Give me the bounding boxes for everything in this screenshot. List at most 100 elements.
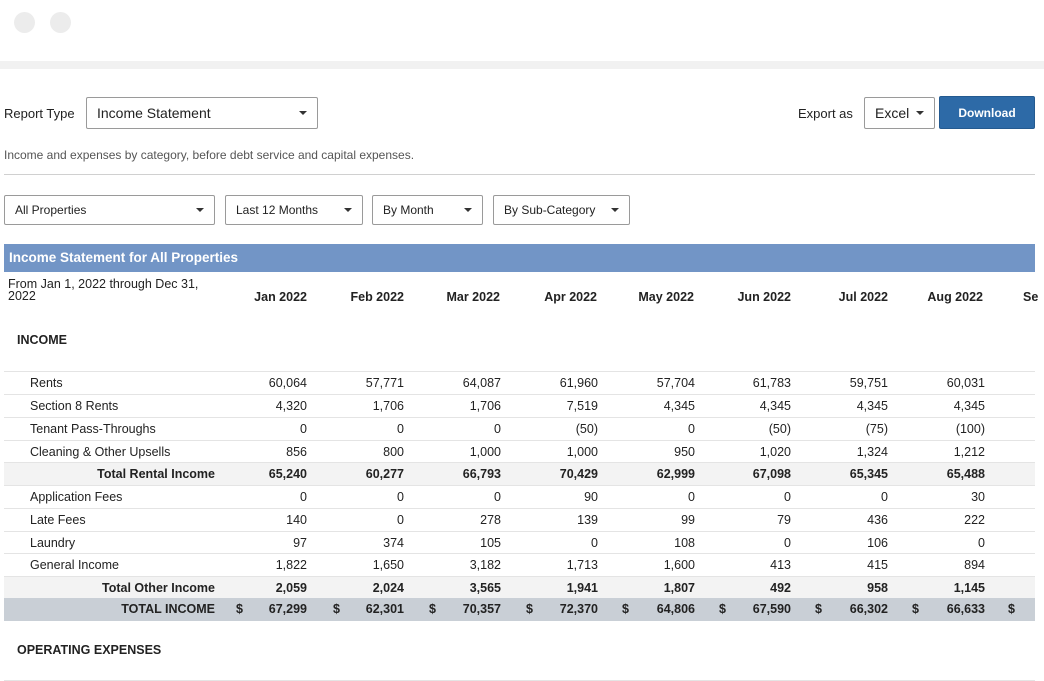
table-cell: 0: [784, 490, 791, 504]
currency-symbol: $: [429, 602, 436, 616]
table-cell: 4,320: [275, 399, 307, 413]
table-cell: 108: [674, 536, 695, 550]
date-range-select[interactable]: Last 12 Months: [225, 195, 363, 225]
currency-symbol: $: [236, 602, 243, 616]
table-cell: 1,822: [275, 558, 307, 572]
download-button[interactable]: Download: [939, 96, 1035, 129]
table-cell: 59,751: [849, 376, 888, 390]
window-control-dot-2[interactable]: [50, 12, 71, 33]
column-header: Jan 2022: [254, 290, 307, 304]
row-label: Rents: [30, 376, 63, 390]
table-cell: 4,345: [953, 399, 985, 413]
table-cell: 7,519: [566, 399, 598, 413]
table-cell: 67,098: [752, 467, 791, 481]
table-cell: 1,000: [469, 445, 501, 459]
table-cell: 492: [770, 581, 791, 595]
table-cell: 1,212: [953, 445, 985, 459]
table-cell: 0: [784, 536, 791, 550]
table-cell: 0: [688, 422, 695, 436]
table-cell: 0: [688, 490, 695, 504]
table-cell: 958: [867, 581, 888, 595]
column-header: Jul 2022: [838, 290, 888, 304]
table-cell: 3,182: [469, 558, 501, 572]
table-cell: 61,960: [559, 376, 598, 390]
report-description: Income and expenses by category, before …: [4, 148, 415, 162]
table-cell: 4,345: [663, 399, 695, 413]
table-cell: 2,059: [275, 581, 307, 595]
grouping-select[interactable]: By Sub-Category: [493, 195, 630, 225]
table-cell: 0: [494, 490, 501, 504]
report-period: From Jan 1, 2022 through Dec 31, 2022: [8, 277, 199, 303]
column-header: Jun 2022: [737, 290, 791, 304]
table-cell: 139: [577, 513, 598, 527]
window-control-dot-1[interactable]: [14, 12, 35, 33]
table-cell: 1,000: [566, 445, 598, 459]
table-cell: 374: [383, 536, 404, 550]
table-cell: 106: [867, 536, 888, 550]
table-cell: 67,299: [268, 602, 307, 616]
export-format-select[interactable]: Excel: [864, 97, 935, 129]
property-filter-value: All Properties: [15, 203, 87, 217]
column-header: Se: [1023, 290, 1039, 304]
table-cell: 0: [397, 513, 404, 527]
table-cell: 60,064: [268, 376, 307, 390]
table-cell: 1,650: [372, 558, 404, 572]
column-header: Mar 2022: [446, 290, 500, 304]
table-row: Application Fees 0 0 0 90 0 0 0 30: [4, 485, 1035, 508]
table-cell: 62,301: [365, 602, 404, 616]
table-cell: 415: [867, 558, 888, 572]
currency-symbol: $: [1008, 602, 1015, 616]
table-cell: 0: [397, 490, 404, 504]
table-cell: 0: [300, 490, 307, 504]
table-cell: 72,370: [559, 602, 598, 616]
table-cell: 4,345: [856, 399, 888, 413]
currency-symbol: $: [333, 602, 340, 616]
table-cell: 70,357: [462, 602, 501, 616]
table-cell: 1,020: [759, 445, 791, 459]
table-cell: 30: [971, 490, 985, 504]
export-label: Export as: [798, 106, 853, 121]
table-cell: 3,565: [469, 581, 501, 595]
column-header: Aug 2022: [927, 290, 983, 304]
table-cell: 1,324: [856, 445, 888, 459]
table-cell: 1,941: [566, 581, 598, 595]
table-cell: 950: [674, 445, 695, 459]
table-cell: 2,024: [372, 581, 404, 595]
income-section-title: INCOME: [17, 333, 67, 347]
table-row: Late Fees 140 0 278 139 99 79 436 222: [4, 508, 1035, 531]
table-cell: (100): [955, 422, 985, 436]
table-row: Laundry 97 374 105 0 108 0 106 0: [4, 531, 1035, 554]
table-cell: 1,706: [372, 399, 404, 413]
table-row: Tenant Pass-Throughs 0 0 0 (50) 0 (50) (75) (100…: [4, 417, 1035, 440]
row-label: Cleaning & Other Upsells: [30, 445, 171, 459]
row-label: General Income: [30, 558, 119, 572]
operating-expenses-section-title: OPERATING EXPENSES: [17, 643, 162, 657]
table-cell: 800: [383, 445, 404, 459]
table-cell: 436: [867, 513, 888, 527]
table-cell: 79: [777, 513, 791, 527]
report-type-label: Report Type: [4, 106, 75, 121]
titlebar-divider: [0, 61, 1044, 69]
column-header: May 2022: [638, 290, 694, 304]
chevron-down-icon: [916, 111, 924, 115]
table-cell: 1,807: [663, 581, 695, 595]
table-cell: 4,345: [759, 399, 791, 413]
report-type-value: Income Statement: [97, 105, 211, 121]
table-cell: 61,783: [752, 376, 791, 390]
table-cell: 57,704: [656, 376, 695, 390]
report-type-select[interactable]: Income Statement: [86, 97, 318, 129]
table-cell: 64,087: [462, 376, 501, 390]
property-filter-select[interactable]: All Properties: [4, 195, 215, 225]
date-range-value: Last 12 Months: [236, 203, 319, 217]
period-select[interactable]: By Month: [372, 195, 483, 225]
table-cell: 1,600: [663, 558, 695, 572]
table-cell: 70,429: [559, 467, 598, 481]
row-label: Section 8 Rents: [30, 399, 119, 413]
chevron-down-icon: [299, 111, 307, 115]
row-label: TOTAL INCOME: [121, 602, 215, 616]
column-header: Apr 2022: [544, 290, 597, 304]
row-label: Late Fees: [30, 513, 86, 527]
currency-symbol: $: [526, 602, 533, 616]
currency-symbol: $: [815, 602, 822, 616]
table-cell: 222: [964, 513, 985, 527]
